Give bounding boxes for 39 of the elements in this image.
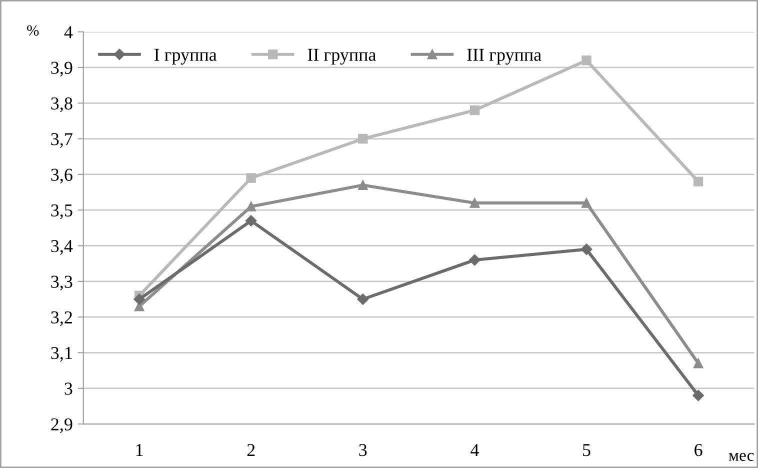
legend-label: I группа (154, 48, 217, 65)
legend-label: II группа (308, 48, 376, 65)
point (693, 176, 704, 186)
y-tick-label: 4 (64, 26, 73, 38)
point (246, 202, 256, 212)
x-tick-label: 4 (470, 444, 479, 456)
x-tick-label: 2 (247, 444, 255, 456)
y-tick-label: 3,1 (51, 347, 72, 362)
x-tick-label: 3 (359, 444, 367, 456)
point (469, 254, 480, 266)
x-axis-title: мес (728, 452, 754, 461)
y-tick-label: 2,9 (51, 418, 72, 434)
point (470, 198, 480, 208)
y-tick-label: 3,9 (51, 62, 72, 77)
y-tick-label: 3,6 (51, 168, 72, 184)
y-tick-label: 3,8 (51, 97, 72, 112)
y-tick-label: 3 (64, 382, 72, 395)
point (358, 180, 368, 190)
x-tick-label: 6 (694, 444, 702, 456)
point (470, 105, 480, 116)
point (580, 244, 592, 255)
point (582, 55, 592, 66)
point (693, 358, 704, 368)
y-tick-label: 3,5 (51, 204, 72, 220)
point (246, 173, 256, 183)
point (245, 215, 257, 226)
y-tick-label: 3,7 (51, 133, 72, 148)
y-tick-label: 3,4 (51, 240, 73, 255)
x-tick-label: 1 (136, 444, 143, 456)
point (582, 198, 592, 208)
y-tick-label: 3,3 (51, 276, 72, 290)
point (692, 390, 704, 402)
legend-label: III группа (467, 48, 542, 65)
y-axis-title: % (27, 25, 39, 36)
y-tick-label: 3,2 (51, 311, 72, 326)
point (134, 294, 145, 305)
point (358, 134, 368, 144)
point (357, 294, 368, 305)
x-tick-label: 5 (583, 444, 590, 456)
